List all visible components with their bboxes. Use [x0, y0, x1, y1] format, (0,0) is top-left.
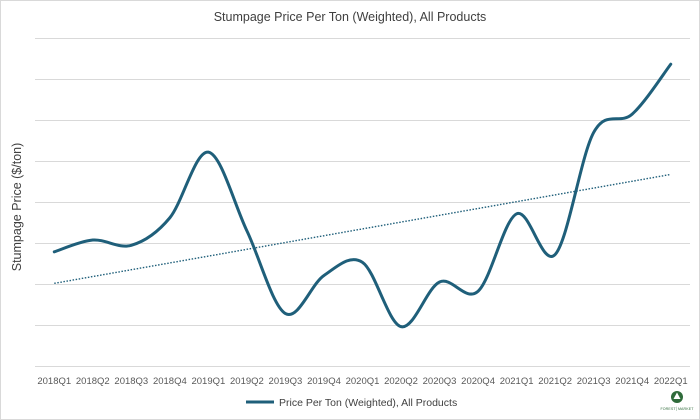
legend: Price Per Ton (Weighted), All Products: [246, 397, 457, 409]
x-tick-label: 2019Q2: [230, 376, 264, 387]
x-tick-label: 2019Q4: [307, 376, 341, 387]
gridlines: [35, 38, 690, 367]
chart-title: Stumpage Price Per Ton (Weighted), All P…: [214, 10, 487, 24]
x-tick-label: 2018Q2: [76, 376, 110, 387]
x-tick-label: 2021Q4: [615, 376, 649, 387]
x-tick-label: 2021Q1: [500, 376, 534, 387]
forest-market-logo: FOREST│MARKET: [660, 391, 694, 412]
trendline-segment: [54, 173, 671, 285]
trendline: [54, 173, 671, 285]
series-lines: [52, 62, 673, 329]
x-tick-label: 2018Q3: [114, 376, 148, 387]
x-tick-label: 2020Q3: [423, 376, 457, 387]
y-axis-label: Stumpage Price ($/ton): [10, 143, 24, 272]
tree-glyph: [673, 392, 681, 399]
x-tick-label: 2019Q1: [191, 376, 225, 387]
logo-text: FOREST│MARKET: [660, 406, 694, 412]
x-tick-label: 2022Q1: [654, 376, 688, 387]
x-tick-label: 2020Q2: [384, 376, 418, 387]
x-tick-label: 2020Q1: [346, 376, 380, 387]
x-tick-label: 2018Q4: [153, 376, 187, 387]
x-tick-label: 2018Q1: [37, 376, 71, 387]
x-tick-labels: 2018Q1 2018Q2 2018Q3 2018Q4 2019Q1 2019Q2 2019…: [37, 376, 687, 387]
x-tick-label: 2020Q4: [461, 376, 495, 387]
x-tick-label: 2019Q3: [269, 376, 303, 387]
x-tick-label: 2021Q3: [577, 376, 611, 387]
legend-label: Price Per Ton (Weighted), All Products: [279, 397, 457, 409]
series-line: [52, 62, 673, 329]
x-tick-label: 2021Q2: [538, 376, 572, 387]
